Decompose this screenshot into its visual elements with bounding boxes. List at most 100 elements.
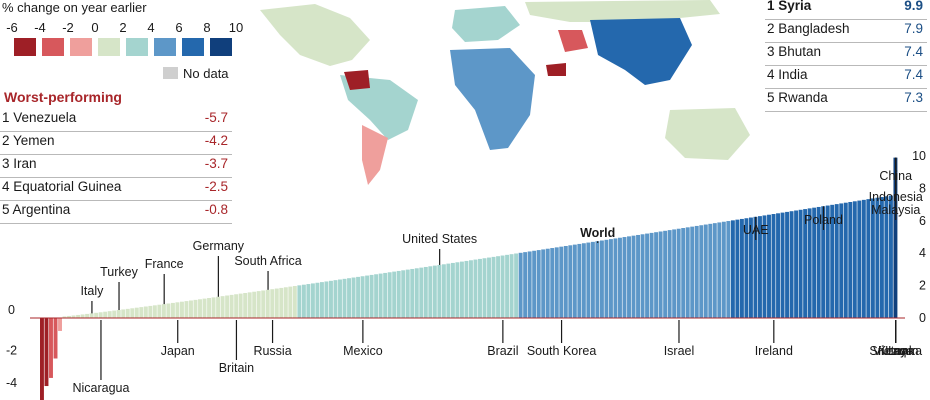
bar (776, 213, 780, 318)
bar (464, 260, 469, 318)
bar (139, 307, 144, 318)
bar (342, 278, 347, 318)
bar (771, 214, 776, 318)
bar (690, 226, 695, 318)
bar (870, 198, 875, 318)
country-label: UAE (743, 223, 769, 237)
bar (554, 247, 559, 318)
bar (622, 237, 627, 318)
bar (112, 310, 117, 318)
bar (378, 273, 383, 318)
bar (134, 307, 139, 318)
bar (351, 277, 356, 318)
bar (279, 287, 284, 318)
legend-swatch (210, 38, 232, 56)
bar (514, 253, 519, 318)
bar (478, 258, 482, 318)
bar (189, 300, 193, 318)
bar (455, 262, 460, 318)
bar (369, 274, 374, 318)
country-label: Turkey (100, 265, 138, 279)
bar (536, 250, 541, 318)
bar (405, 269, 410, 318)
bar (252, 291, 257, 318)
bar (676, 228, 681, 318)
bar (216, 296, 221, 318)
bar (758, 216, 762, 318)
bar (848, 202, 853, 318)
bar (274, 288, 279, 318)
bar (202, 298, 207, 318)
bar (288, 286, 293, 318)
bar (681, 228, 686, 318)
bar (103, 311, 108, 318)
country-label: Israel (664, 344, 695, 358)
bar (85, 313, 90, 318)
bar (301, 284, 306, 318)
bar (401, 270, 406, 318)
country-name: 5 Rwanda (767, 90, 828, 105)
legend-tick: 2 (119, 20, 127, 35)
bar (446, 263, 451, 318)
y-tick-label: 0 (8, 303, 15, 317)
bar (721, 221, 726, 318)
world-map (260, 0, 750, 185)
bar (608, 239, 613, 318)
bar (211, 297, 216, 318)
bar (487, 257, 491, 318)
bar (888, 195, 893, 318)
bar (432, 265, 437, 318)
bar (234, 294, 239, 318)
bar (563, 245, 568, 318)
bar (53, 318, 58, 359)
bar (161, 304, 166, 318)
bar (482, 258, 487, 318)
bar (179, 301, 184, 318)
bar (292, 285, 297, 318)
country-label: Sri Lanka (869, 344, 922, 358)
country-label: Kenya (878, 344, 913, 358)
country-value: -0.8 (204, 202, 228, 217)
bar (238, 293, 243, 318)
map-region-argentina (362, 125, 388, 185)
bar (712, 223, 717, 318)
worst-row: 5 Argentina -0.8 (0, 200, 232, 224)
bar (627, 236, 631, 318)
map-regions (260, 0, 750, 185)
country-label: South Korea (527, 344, 597, 358)
bar (541, 249, 546, 318)
bar (94, 312, 99, 318)
map-region-venezuela (344, 70, 370, 90)
y-tick-label: 10 (912, 149, 926, 163)
country-value: -4.2 (204, 133, 228, 148)
legend-swatch (126, 38, 148, 56)
best-row: 1 Syria 9.9 (765, 0, 927, 20)
bar (256, 291, 261, 318)
bar (708, 223, 713, 318)
legend-tick: -2 (62, 20, 74, 35)
bar (116, 310, 121, 318)
bar (636, 234, 640, 318)
bar (347, 278, 351, 318)
bar (649, 232, 654, 318)
no-data-label: No data (183, 66, 229, 81)
bar (319, 282, 324, 318)
bars-group (30, 157, 905, 400)
bar (861, 199, 866, 318)
bar (667, 230, 672, 318)
bar (645, 233, 650, 318)
bar (500, 255, 505, 318)
no-data-swatch (163, 67, 178, 79)
bar (581, 243, 586, 318)
country-label: Mexico (343, 344, 383, 358)
bar (568, 245, 573, 318)
bar (595, 241, 600, 318)
bar (198, 299, 202, 318)
bar (496, 256, 501, 318)
bar (527, 251, 532, 318)
bar (730, 220, 735, 318)
worst-performing-table: 1 Venezuela -5.7 2 Yemen -4.2 3 Iran -3.7 4… (0, 108, 232, 226)
bar (613, 238, 618, 318)
country-label: Brazil (487, 344, 518, 358)
country-label: Britain (219, 361, 254, 375)
